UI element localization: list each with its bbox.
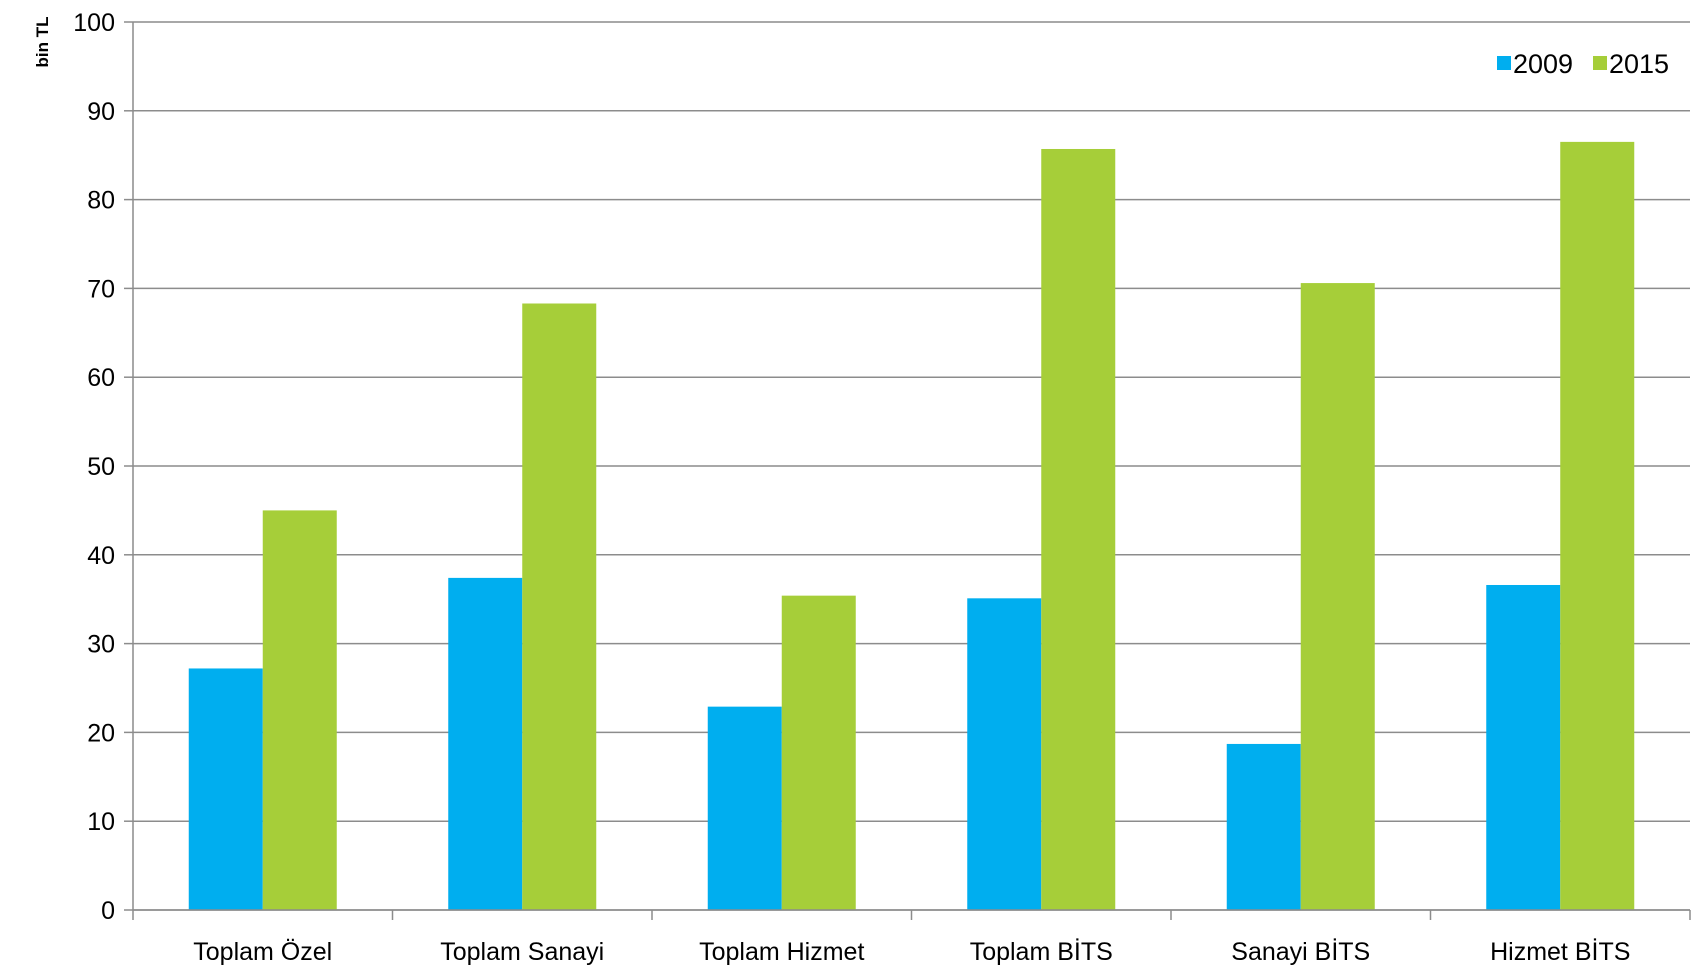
bars-layer bbox=[188, 141, 1635, 911]
bar-2015-1 bbox=[262, 510, 337, 910]
bar-2015-4 bbox=[1041, 148, 1116, 910]
bar-2009-1 bbox=[188, 668, 263, 910]
legend-swatch-2015 bbox=[1593, 56, 1607, 70]
bar-2015-2 bbox=[522, 303, 597, 911]
bar-2009-3 bbox=[707, 706, 782, 910]
legend-swatch-2009 bbox=[1497, 56, 1511, 70]
x-category-label: Toplam Sanayi bbox=[440, 938, 604, 966]
axis-layer: 0 10 20 30 40 50 60 70 80 90 100 Toplam Özel Toplam … bbox=[73, 9, 1691, 966]
y-tick-label: 80 bbox=[87, 187, 115, 215]
y-tick-label: 70 bbox=[87, 275, 115, 303]
y-tick-label: 90 bbox=[87, 98, 115, 126]
y-tick-label: 10 bbox=[87, 808, 115, 836]
legend-label-2009: 2009 bbox=[1513, 49, 1573, 79]
bar-2009-6 bbox=[1486, 584, 1561, 910]
x-category-label: Toplam BİTS bbox=[970, 937, 1113, 966]
grid-layer bbox=[133, 21, 1690, 911]
y-axis-title: bin TL bbox=[33, 17, 52, 68]
bar-2009-5 bbox=[1226, 743, 1301, 910]
bar-2015-3 bbox=[781, 595, 856, 910]
y-tick-label: 50 bbox=[87, 453, 115, 481]
bar-2009-4 bbox=[967, 598, 1042, 910]
y-tick-label: 20 bbox=[87, 719, 115, 747]
y-tick-label: 100 bbox=[73, 9, 115, 37]
x-category-label: Hizmet BİTS bbox=[1490, 937, 1630, 966]
legend-label-2015: 2015 bbox=[1609, 49, 1669, 79]
y-tick-label: 40 bbox=[87, 542, 115, 570]
x-category-label: Toplam Özel bbox=[193, 938, 332, 966]
y-tick-label: 30 bbox=[87, 631, 115, 659]
x-category-label: Sanayi BİTS bbox=[1231, 937, 1370, 966]
bar-2015-6 bbox=[1560, 141, 1635, 910]
bar-2015-5 bbox=[1300, 283, 1375, 910]
x-category-label: Toplam Hizmet bbox=[699, 938, 864, 966]
legend: 2009 2015 bbox=[1497, 49, 1669, 79]
y-tick-label: 0 bbox=[101, 897, 115, 925]
y-tick-label: 60 bbox=[87, 364, 115, 392]
bar-2009-2 bbox=[448, 577, 523, 910]
